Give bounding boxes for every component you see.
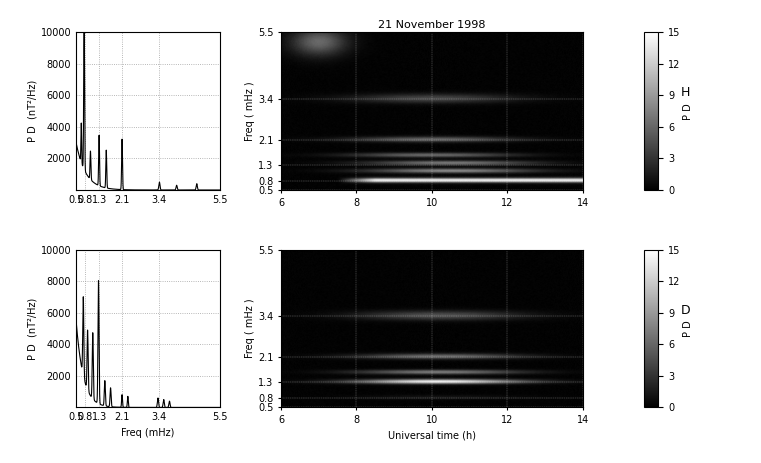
Y-axis label: P D  (nT²/Hz): P D (nT²/Hz): [28, 80, 38, 142]
X-axis label: Universal time (h): Universal time (h): [388, 431, 476, 441]
Y-axis label: P D  (nT²/Hz): P D (nT²/Hz): [28, 298, 38, 360]
X-axis label: Freq (mHz): Freq (mHz): [121, 428, 174, 438]
Y-axis label: P D: P D: [683, 103, 693, 119]
Title: 21 November 1998: 21 November 1998: [378, 20, 486, 30]
Y-axis label: Freq ( mHz ): Freq ( mHz ): [245, 81, 255, 141]
Y-axis label: Freq ( mHz ): Freq ( mHz ): [245, 299, 255, 358]
Y-axis label: P D: P D: [683, 320, 693, 337]
Text: D: D: [681, 304, 691, 317]
Text: H: H: [681, 86, 690, 99]
